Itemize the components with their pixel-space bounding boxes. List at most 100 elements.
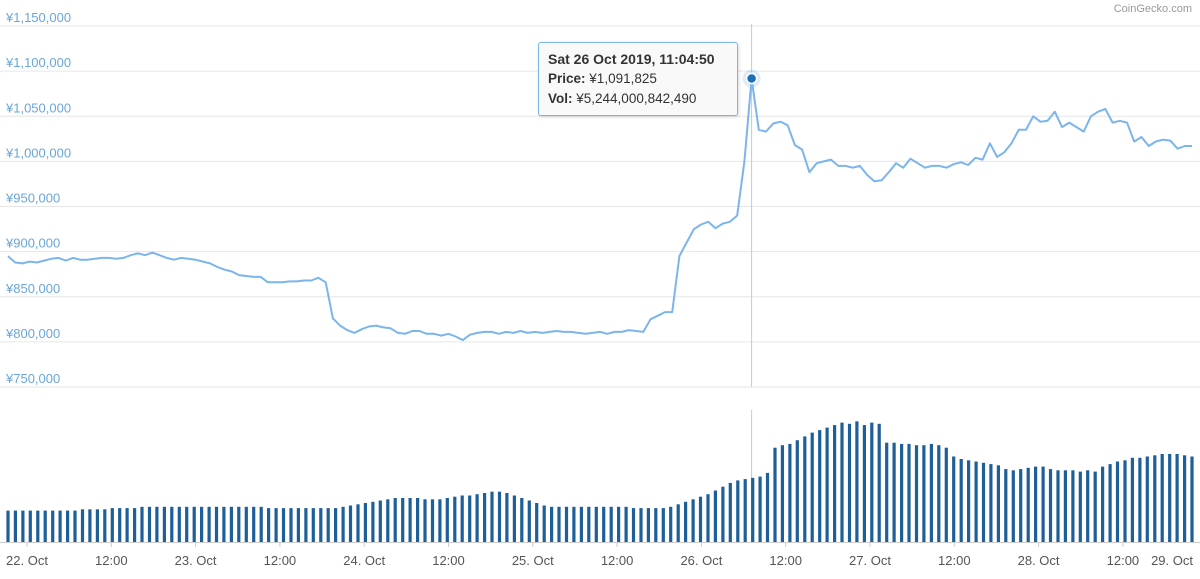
volume-bar[interactable] — [445, 498, 449, 542]
volume-bar[interactable] — [252, 506, 256, 542]
volume-bar[interactable] — [386, 499, 390, 542]
volume-bar[interactable] — [535, 503, 539, 542]
volume-bar[interactable] — [981, 462, 986, 542]
volume-bar[interactable] — [810, 432, 814, 542]
volume-bar[interactable] — [326, 508, 330, 542]
volume-bar[interactable] — [95, 509, 99, 542]
volume-bar[interactable] — [795, 440, 799, 542]
volume-bar[interactable] — [594, 506, 598, 542]
volume-bar[interactable] — [706, 494, 710, 542]
volume-bar[interactable] — [557, 506, 561, 542]
volume-bar[interactable] — [1093, 471, 1097, 542]
volume-bar[interactable] — [617, 506, 621, 542]
volume-bar[interactable] — [698, 496, 703, 542]
volume-bar[interactable] — [21, 510, 25, 542]
volume-bar[interactable] — [1078, 471, 1082, 542]
volume-bar[interactable] — [311, 508, 315, 542]
volume-bar[interactable] — [281, 508, 286, 542]
volume-bar[interactable] — [542, 505, 546, 543]
volume-bar[interactable] — [229, 506, 233, 542]
volume-bar[interactable] — [1048, 469, 1053, 542]
volume-bar[interactable] — [177, 506, 181, 542]
volume-bar[interactable] — [490, 491, 494, 542]
volume-bar[interactable] — [36, 510, 40, 542]
volume-bar[interactable] — [520, 498, 524, 542]
volume-bar[interactable] — [758, 476, 762, 542]
volume-bar[interactable] — [1138, 457, 1142, 542]
volume-bar[interactable] — [803, 436, 807, 542]
volume-bar[interactable] — [885, 442, 889, 542]
volume-bar[interactable] — [1063, 470, 1067, 542]
volume-bar[interactable] — [602, 506, 606, 542]
volume-bar[interactable] — [274, 508, 278, 542]
volume-bar[interactable] — [646, 508, 650, 542]
volume-bar[interactable] — [587, 506, 591, 542]
volume-bar[interactable] — [348, 505, 353, 543]
volume-bar[interactable] — [118, 508, 122, 542]
volume-bar[interactable] — [475, 494, 479, 542]
volume-bar[interactable] — [6, 510, 10, 542]
volume-bar[interactable] — [572, 506, 576, 542]
volume-bar[interactable] — [430, 499, 435, 542]
volume-bar[interactable] — [669, 506, 673, 542]
volume-bar[interactable] — [1056, 470, 1060, 542]
volume-bar[interactable] — [996, 465, 1000, 542]
volume-bar[interactable] — [1123, 460, 1127, 542]
volume-bar[interactable] — [929, 443, 933, 542]
volume-bar[interactable] — [140, 506, 144, 542]
volume-bar[interactable] — [944, 447, 948, 542]
volume-bar[interactable] — [408, 498, 412, 542]
volume-bar[interactable] — [497, 491, 502, 542]
volume-bar[interactable] — [371, 501, 375, 542]
volume-bar[interactable] — [1145, 456, 1149, 543]
highlight-point[interactable] — [745, 72, 758, 85]
volume-bar[interactable] — [73, 510, 77, 542]
volume-bar[interactable] — [162, 506, 166, 542]
volume-bar[interactable] — [363, 503, 367, 542]
volume-bar[interactable] — [170, 506, 174, 542]
volume-bar[interactable] — [654, 508, 658, 542]
volume-bar[interactable] — [296, 508, 300, 542]
volume-bar[interactable] — [244, 506, 248, 542]
volume-bar[interactable] — [214, 506, 219, 542]
volume-bar[interactable] — [609, 506, 613, 542]
volume-bar[interactable] — [103, 509, 107, 542]
volume-bar[interactable] — [1034, 466, 1038, 542]
volume-bar[interactable] — [401, 498, 405, 542]
volume-bar[interactable] — [892, 442, 896, 542]
volume-bar[interactable] — [1108, 464, 1112, 542]
volume-bar[interactable] — [222, 506, 226, 542]
volume-bar[interactable] — [1011, 470, 1015, 542]
volume-bar[interactable] — [88, 509, 92, 542]
volume-bar[interactable] — [676, 504, 680, 542]
volume-bar[interactable] — [1026, 467, 1030, 542]
volume-bar[interactable] — [393, 498, 397, 542]
volume-bar[interactable] — [512, 495, 516, 543]
volume-bar[interactable] — [80, 509, 85, 542]
volume-bar[interactable] — [743, 479, 747, 542]
volume-bar[interactable] — [579, 506, 583, 542]
volume-bar[interactable] — [736, 480, 740, 542]
volume-bar[interactable] — [862, 425, 866, 542]
volume-bar[interactable] — [334, 508, 338, 542]
volume-bar[interactable] — [125, 508, 129, 542]
volume-bar[interactable] — [833, 425, 837, 542]
volume-bar[interactable] — [267, 508, 271, 542]
volume-bar[interactable] — [304, 508, 308, 542]
volume-bar[interactable] — [624, 506, 628, 542]
volume-bar[interactable] — [207, 506, 211, 542]
volume-bar[interactable] — [527, 500, 531, 543]
volume-bar[interactable] — [1190, 456, 1194, 543]
volume-bar[interactable] — [877, 423, 881, 542]
volume-bar[interactable] — [1101, 466, 1105, 542]
volume-bar[interactable] — [468, 495, 472, 543]
volume-bar[interactable] — [728, 482, 732, 542]
volume-bar[interactable] — [825, 427, 829, 542]
volume-bar[interactable] — [341, 506, 345, 542]
volume-bar[interactable] — [1130, 457, 1134, 542]
volume-bar[interactable] — [661, 508, 665, 542]
volume-bar[interactable] — [765, 472, 770, 542]
volume-bar[interactable] — [416, 498, 420, 542]
volume-bar[interactable] — [185, 506, 189, 542]
volume-bar[interactable] — [237, 506, 241, 542]
